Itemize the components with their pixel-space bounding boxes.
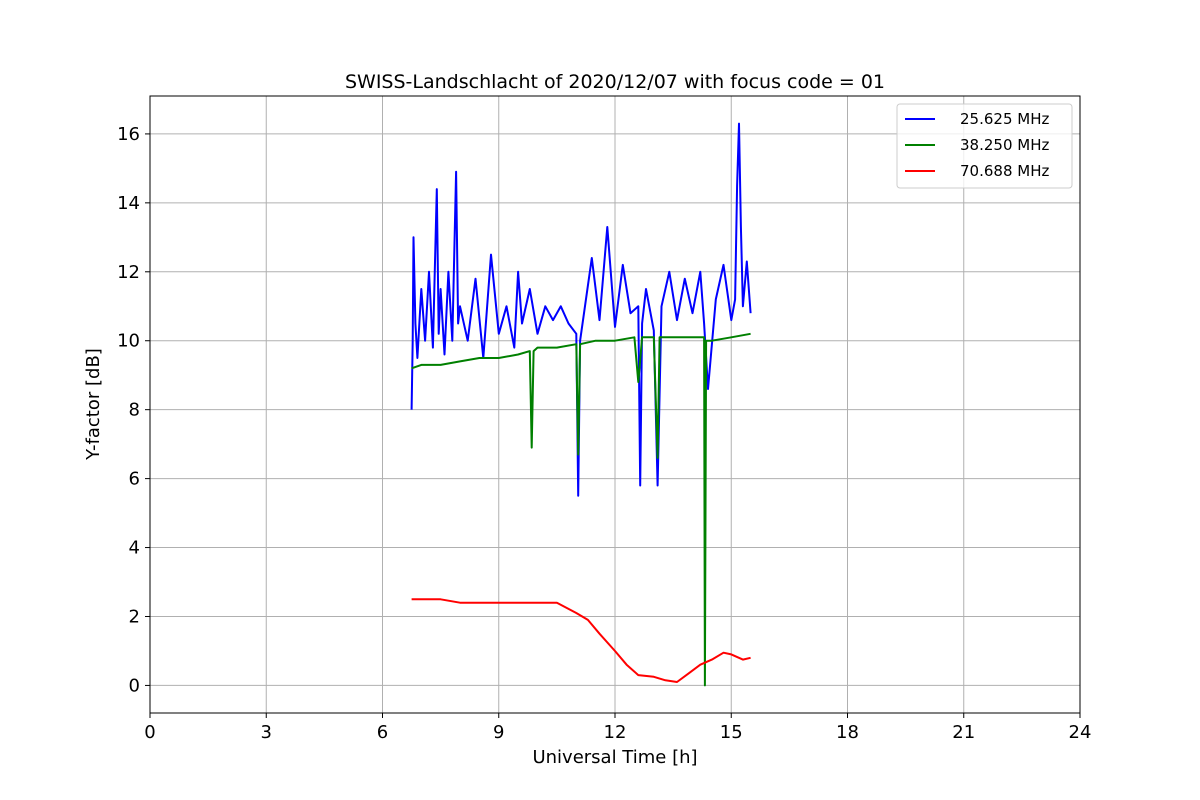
x-tick-label: 18 [836, 722, 859, 743]
plot-area [410, 122, 752, 687]
legend-box [896, 103, 1073, 189]
y-tick-label: 10 [117, 331, 140, 352]
legend: 25.625 MHz 38.250 MHz 70.688 MHz [896, 103, 1073, 189]
x-tick-label: 6 [377, 722, 388, 743]
chart-title: SWISS-Landschlacht of 2020/12/07 with fo… [345, 71, 885, 93]
x-axis-label: Universal Time [h] [532, 747, 697, 768]
x-tick-label: 9 [493, 722, 504, 743]
legend-label-3: 70.688 MHz [960, 162, 1049, 180]
y-axis-label: Y-factor [dB] [83, 348, 104, 461]
y-tick-label: 0 [129, 675, 140, 696]
y-tick-label: 16 [117, 124, 140, 145]
series-line-1 [410, 122, 752, 497]
y-tick-label: 14 [117, 193, 140, 214]
x-tick-label: 15 [720, 722, 743, 743]
x-tick-label: 12 [604, 722, 627, 743]
x-tick-label: 0 [144, 722, 155, 743]
y-tick-label: 2 [129, 606, 140, 627]
y-tick-label: 8 [129, 400, 140, 421]
y-tick-label: 12 [117, 262, 140, 283]
y-tick-label: 4 [129, 538, 140, 559]
legend-label-2: 38.250 MHz [960, 136, 1049, 154]
x-tick-label: 21 [952, 722, 975, 743]
legend-label-1: 25.625 MHz [960, 110, 1049, 128]
x-tick-label: 24 [1069, 722, 1092, 743]
series-line-3 [411, 598, 751, 683]
y-tick-label: 6 [129, 469, 140, 490]
series-line-2 [411, 332, 751, 687]
x-tick-label: 3 [261, 722, 272, 743]
